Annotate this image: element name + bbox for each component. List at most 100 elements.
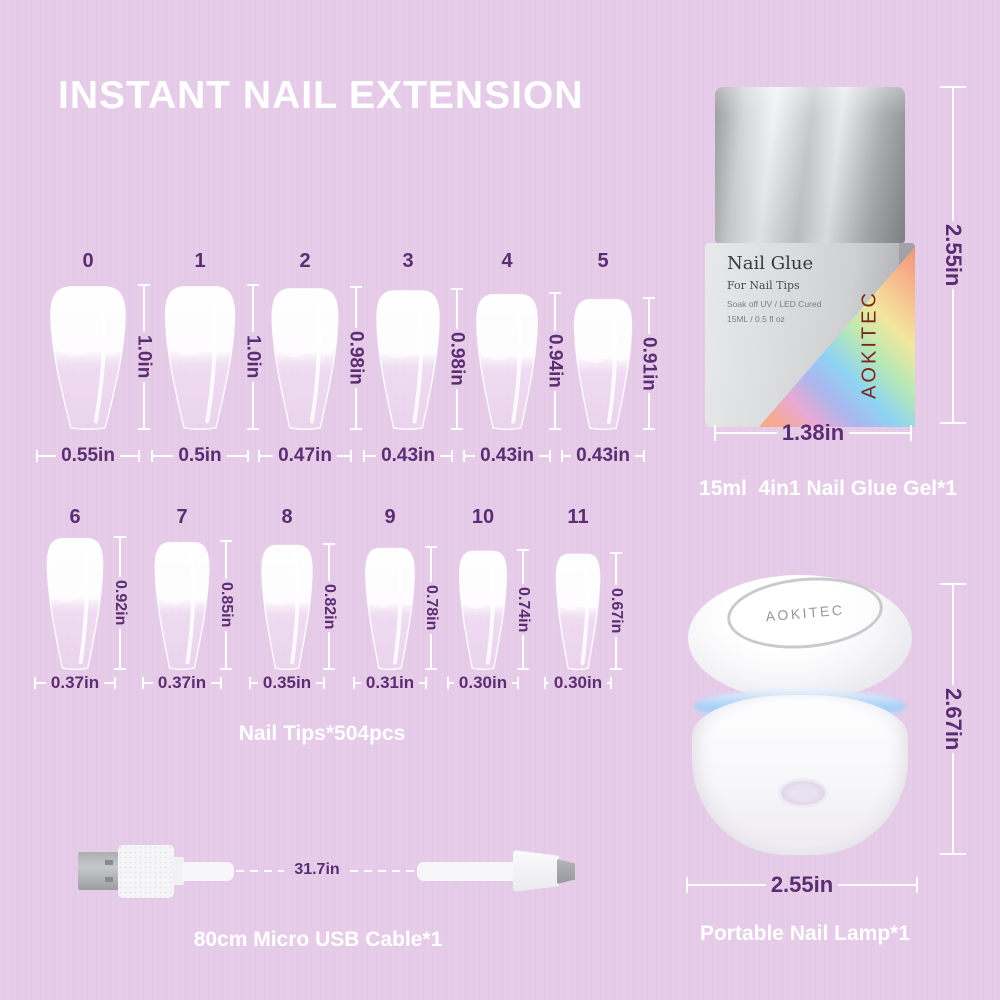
nail-size-number: 5 (597, 250, 609, 272)
glue-width-label: 1.38in (781, 420, 845, 445)
nail-size-number: 7 (176, 506, 188, 528)
nail-height-label: 0.91in (638, 336, 660, 391)
micro-usb-housing (513, 850, 559, 892)
micro-usb-connector (557, 859, 575, 884)
nail-tip-graphic (258, 543, 316, 670)
nail-size-number: 4 (501, 250, 513, 272)
usb-a-housing (118, 845, 174, 898)
nail-tip-graphic (43, 536, 107, 670)
nail-width-label: 0.43in (480, 445, 534, 466)
usb-a-neck (172, 857, 184, 885)
nail-width-label: 0.31in (365, 673, 415, 692)
nail-tip-graphic (570, 297, 636, 430)
nail-height-label: 0.98in (446, 332, 468, 386)
nail-width-dimension: 0.37in (34, 674, 117, 691)
nail-width-dimension: 0.30in (544, 674, 613, 691)
nail-width-label: 0.43in (576, 445, 630, 466)
glue-width-dimension: 1.38in (714, 422, 912, 444)
nail-glue-bottle: Nail Glue For Nail Tips Soak off UV / LE… (703, 85, 917, 430)
nail-size-number: 9 (384, 506, 396, 528)
lamp-brand-text: AOKITEC (764, 601, 846, 625)
nail-size-number: 1 (194, 250, 206, 272)
nail-tip-graphic (160, 284, 240, 430)
cable-caption: 80cm Micro USB Cable*1 (193, 928, 443, 951)
lamp-caption: Portable Nail Lamp*1 (699, 922, 911, 945)
nail-tip (45, 284, 131, 430)
nail-size-number: 11 (567, 506, 589, 528)
glue-height-dimension: 2.55in (940, 86, 966, 424)
nail-height-dimension: 0.94in (545, 292, 566, 430)
nail-tip (43, 536, 107, 670)
nail-width-dimension: 0.31in (353, 673, 428, 692)
nail-width-dimension: 0.30in (447, 673, 520, 692)
nail-width-label: 0.43in (381, 445, 435, 466)
nail-tip-graphic (372, 288, 444, 430)
usb-a-connector (78, 852, 120, 890)
nail-width-label: 0.5in (178, 445, 222, 466)
glue-height-label: 2.55in (941, 223, 966, 287)
nail-tip (472, 292, 542, 430)
nail-width-dimension: 0.35in (249, 673, 326, 692)
nail-size-number: 10 (471, 506, 495, 528)
nail-size-number: 6 (69, 506, 81, 528)
cable-length-label: 31.7in (294, 861, 340, 878)
cable-left-segment (182, 862, 234, 881)
nail-size-number: 2 (299, 250, 311, 272)
nail-tip (372, 288, 444, 430)
nail-size-number: 8 (281, 506, 293, 528)
glue-label-line3: Soak off UV / LED Cured (727, 299, 822, 309)
usb-cable: 31.7in 80cm Micro USB Cable*1 (0, 840, 1000, 960)
glue-label-line4: 15ML / 0.5 fl oz (727, 314, 785, 324)
nail-tip-graphic (267, 286, 343, 430)
nail-height-label: 0.67in (608, 588, 625, 634)
nail-height-label: 0.85in (218, 582, 235, 628)
nail-width-dimension: 0.43in (561, 446, 645, 465)
page-title: INSTANT NAIL EXTENSION (58, 74, 584, 117)
nail-tip-graphic (151, 540, 213, 670)
nail-height-label: 0.74in (515, 586, 532, 633)
nail-width-label: 0.35in (262, 673, 312, 692)
nail-width-label: 0.55in (61, 445, 115, 466)
glue-label-subtitle: For Nail Tips (727, 279, 800, 292)
nail-width-dimension: 0.37in (142, 673, 223, 692)
nail-lamp: AOKITEC (680, 571, 920, 863)
nail-height-dimension: 0.74in (515, 549, 532, 671)
nail-tip-graphic (553, 552, 603, 670)
nail-height-dimension: 0.92in (112, 536, 129, 671)
nail-tip (151, 540, 213, 670)
nail-height-label: 0.98in (345, 331, 367, 385)
nail-width-dimension: 0.43in (363, 446, 453, 465)
nail-width-label: 0.37in (157, 673, 207, 692)
lamp-power-button (778, 778, 828, 808)
lamp-width-label: 2.55in (770, 872, 834, 897)
nail-width-dimension: 0.43in (463, 446, 551, 465)
lamp-body (692, 695, 908, 855)
nail-width-label: 0.47in (278, 445, 332, 466)
nail-tip-graphic (456, 549, 510, 670)
nail-tip-graphic (45, 284, 131, 430)
nail-tip (267, 286, 343, 430)
nail-height-dimension: 0.78in (423, 546, 440, 671)
nail-tip (553, 552, 603, 670)
nail-tip-graphic (472, 292, 542, 430)
lamp-height-dimension: 2.67in (940, 583, 966, 855)
nail-height-label: 1.0in (133, 335, 155, 379)
nail-height-dimension: 0.67in (608, 552, 625, 671)
nail-height-dimension: 0.98in (345, 286, 367, 430)
nail-height-label: 0.92in (112, 580, 129, 626)
nail-height-label: 0.82in (321, 583, 338, 630)
lamp-width-dimension: 2.55in (686, 874, 918, 896)
nail-height-label: 0.78in (423, 585, 440, 631)
nail-height-label: 1.0in (242, 335, 264, 379)
lamp-height-label: 2.67in (941, 687, 966, 751)
nail-height-dimension: 1.0in (242, 284, 264, 430)
glue-bottle-cap (715, 87, 905, 243)
nail-tip-graphic (362, 546, 418, 670)
glue-caption: 15ml 4in1 Nail Glue Gel*1 (699, 477, 957, 500)
cable-right-segment (417, 862, 517, 881)
nail-width-label: 0.30in (458, 673, 508, 692)
nail-height-dimension: 1.0in (133, 284, 155, 430)
nail-height-dimension: 0.82in (321, 543, 338, 671)
nail-width-dimension: 0.5in (151, 446, 249, 465)
